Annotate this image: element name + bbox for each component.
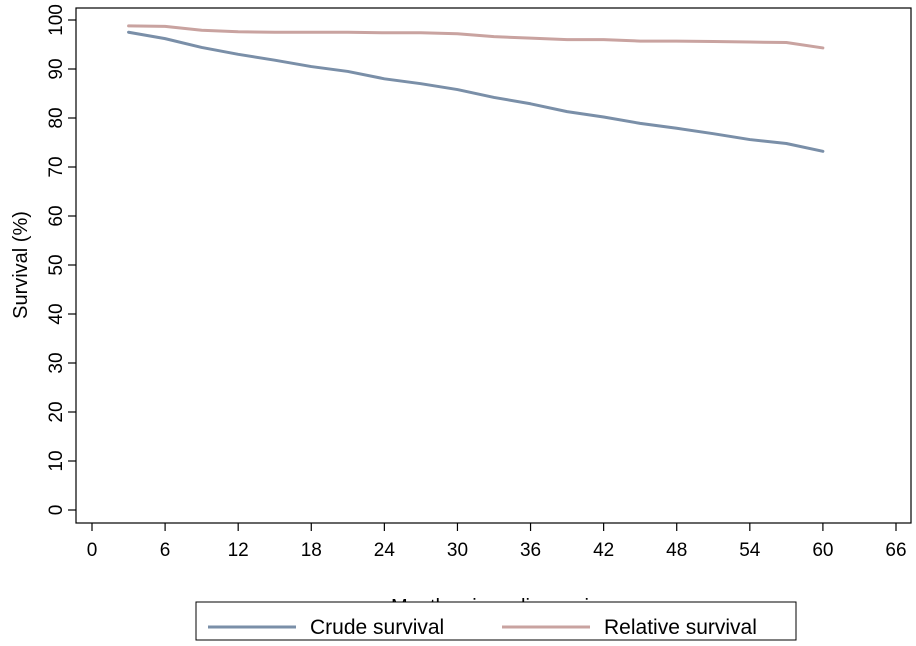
x-tick-label-36: 36 [520, 540, 541, 561]
x-axis: 0 6 12 18 24 30 36 42 48 54 60 66 [87, 523, 907, 561]
y-axis: 0 10 20 30 40 50 60 70 80 90 100 [46, 4, 76, 515]
x-tick-label-24: 24 [374, 540, 396, 561]
x-tick-label-6: 6 [160, 540, 171, 561]
y-tick-label-20: 20 [46, 401, 67, 422]
y-tick-label-40: 40 [46, 303, 67, 324]
plot-area [75, 7, 912, 524]
x-tick-label-48: 48 [666, 540, 687, 561]
legend-label-relative-survival: Relative survival [604, 616, 757, 639]
legend-label-crude-survival: Crude survival [310, 616, 444, 639]
series-layer [127, 24, 825, 153]
y-tick-label-90: 90 [46, 58, 67, 79]
relative-survival-line [127, 24, 825, 50]
y-tick-label-60: 60 [46, 205, 67, 226]
x-tick-label-0: 0 [87, 540, 98, 561]
x-tick-label-60: 60 [812, 540, 833, 561]
crude-survival-line [127, 30, 825, 153]
x-tick-label-30: 30 [447, 540, 468, 561]
y-tick-label-10: 10 [46, 450, 67, 471]
x-tick-label-18: 18 [301, 540, 322, 561]
x-tick-label-12: 12 [228, 540, 249, 561]
y-tick-label-70: 70 [46, 156, 67, 177]
y-tick-label-0: 0 [46, 505, 67, 516]
y-tick-label-100: 100 [46, 4, 67, 36]
y-tick-label-80: 80 [46, 107, 67, 128]
x-tick-label-42: 42 [593, 540, 614, 561]
y-axis-title: Survival (%) [10, 211, 32, 319]
y-tick-label-50: 50 [46, 254, 67, 275]
x-tick-label-66: 66 [885, 540, 906, 561]
legend-box [195, 601, 797, 641]
x-tick-label-54: 54 [739, 540, 761, 561]
y-tick-label-30: 30 [46, 352, 67, 373]
legend: Crude survival Relative survival [195, 601, 797, 641]
